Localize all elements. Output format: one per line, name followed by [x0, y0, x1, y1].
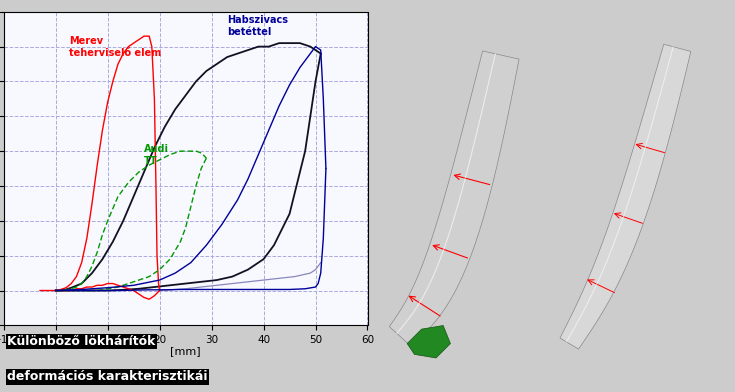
Polygon shape: [390, 51, 519, 346]
Text: Audi
TT: Audi TT: [144, 144, 169, 166]
X-axis label: [mm]: [mm]: [171, 347, 201, 356]
Polygon shape: [560, 44, 691, 349]
Text: Különböző lökhárítók: Különböző lökhárítók: [7, 335, 156, 348]
Polygon shape: [407, 325, 451, 358]
Text: deformációs karakterisztikái: deformációs karakterisztikái: [7, 370, 208, 383]
Text: Habszivacs
betéttel: Habszivacs betéttel: [227, 15, 288, 37]
Text: Merev
teherviselő elem: Merev teherviselő elem: [68, 36, 161, 58]
